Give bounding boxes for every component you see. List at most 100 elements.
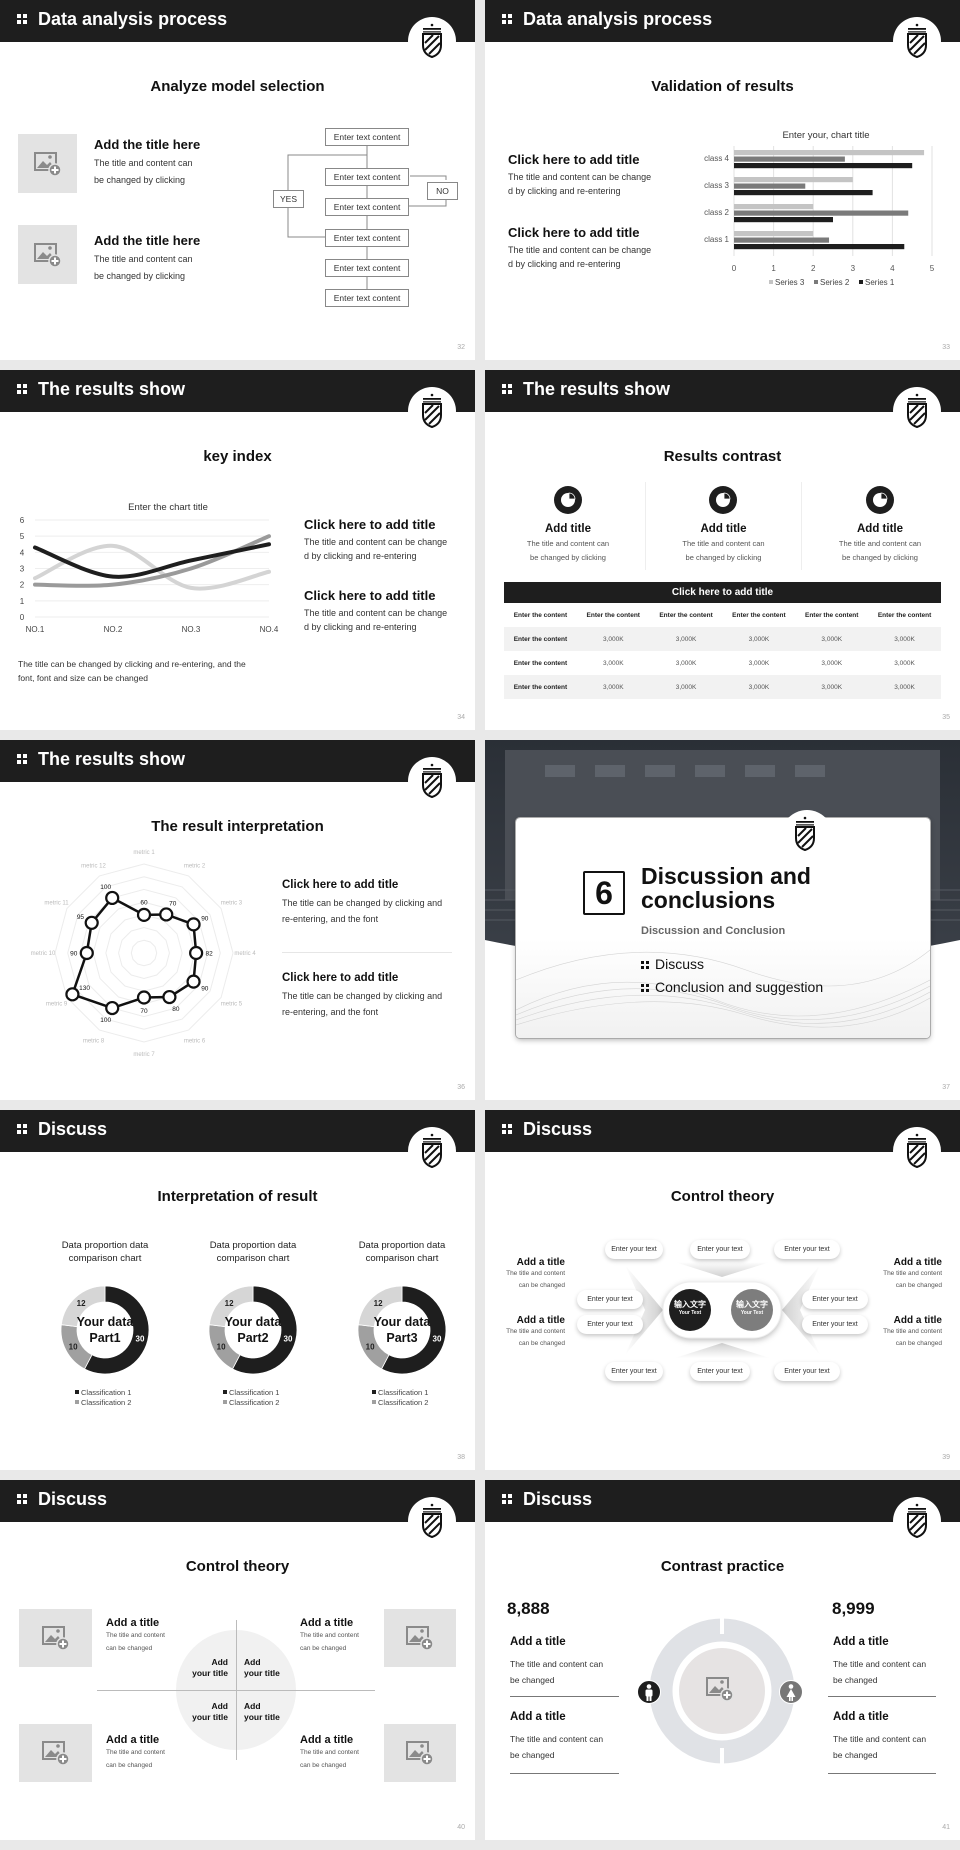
item-title[interactable]: Add a title <box>833 1711 889 1723</box>
table-cell[interactable]: Enter the content <box>513 659 568 667</box>
flow-no-label[interactable]: NO <box>427 182 458 200</box>
image-add-icon[interactable] <box>19 1724 92 1782</box>
table-cell[interactable]: 3,000K <box>748 635 770 643</box>
table-cell[interactable]: Enter the content <box>513 635 568 643</box>
image-add-icon[interactable] <box>18 134 77 193</box>
section-heading[interactable]: Discussion and conclusions <box>641 864 811 912</box>
image-add-icon[interactable] <box>18 225 77 284</box>
header-title: The results show <box>38 749 186 769</box>
flow-yes-label[interactable]: YES <box>273 190 304 208</box>
flow-step[interactable]: Enter text content <box>325 198 409 216</box>
slide-title[interactable]: Control theory <box>670 1188 775 1205</box>
item-title[interactable]: Click here to add title <box>304 588 436 603</box>
quadrant-label[interactable]: Add your title <box>244 1657 280 1678</box>
table-header-cell[interactable]: Enter the content <box>877 611 932 619</box>
item-title[interactable]: Add a title <box>300 1617 354 1629</box>
image-add-icon[interactable] <box>19 1609 92 1667</box>
text-pill[interactable]: Enter your text <box>802 1290 868 1309</box>
item-text: The title and content can be change <box>508 172 652 182</box>
center-label-gray[interactable]: 输入文字 Your Text <box>731 1300 773 1317</box>
image-add-icon[interactable] <box>384 1724 456 1782</box>
text-pill[interactable]: Enter your text <box>605 1240 663 1259</box>
item-text: d by clicking and re-entering <box>304 622 417 632</box>
col-title[interactable]: Add title <box>545 523 591 535</box>
radar-value-label: 100 <box>100 1017 111 1024</box>
item-title[interactable]: Click here to add title <box>508 152 640 167</box>
item-title[interactable]: Add a title <box>300 1734 354 1746</box>
item-title[interactable]: Add a title <box>510 1711 566 1723</box>
slide-title[interactable]: Contrast practice <box>660 1558 785 1575</box>
item-title[interactable]: Add the title here <box>94 137 201 152</box>
flow-step[interactable]: Enter text content <box>325 128 409 146</box>
side-title[interactable]: Add a title <box>893 1257 942 1268</box>
slide-title[interactable]: Results contrast <box>663 448 782 465</box>
item-title[interactable]: Add a title <box>510 1636 566 1648</box>
radar-axis-label: metric 6 <box>184 1038 206 1044</box>
text-pill[interactable]: Enter your text <box>605 1362 663 1381</box>
flow-step[interactable]: Enter text content <box>325 229 409 247</box>
item-title[interactable]: Click here to add title <box>282 972 399 984</box>
table-header-cell[interactable]: Enter the content <box>586 611 640 619</box>
image-add-icon[interactable] <box>384 1609 456 1667</box>
item-title[interactable]: Add a title <box>833 1636 889 1648</box>
text-pill[interactable]: Enter your text <box>577 1290 643 1309</box>
text-pill[interactable]: Enter your text <box>690 1362 750 1381</box>
table-cell[interactable]: 3,000K <box>894 683 915 691</box>
table-cell[interactable]: 3,000K <box>894 659 915 667</box>
table-header-cell[interactable]: Enter the content <box>732 611 786 619</box>
slide-title[interactable]: The result interpretation <box>151 818 324 835</box>
table-cell[interactable]: 3,000K <box>821 635 843 643</box>
table-cell[interactable]: 3,000K <box>894 635 915 643</box>
item-title[interactable]: Add a title <box>106 1734 160 1746</box>
table-cell[interactable]: 3,000K <box>748 683 770 691</box>
table-cell[interactable]: 3,000K <box>748 659 770 667</box>
slide-title[interactable]: Analyze model selection <box>150 78 325 95</box>
col-title[interactable]: Add title <box>700 523 747 535</box>
item-text: re-entering, and the font <box>282 1007 379 1017</box>
table-header-cell[interactable]: Enter the content <box>805 611 859 619</box>
item-title[interactable]: Add the title here <box>94 233 201 248</box>
quadrant-label[interactable]: Add your title <box>192 1657 228 1678</box>
section-bullet[interactable]: Discuss <box>641 956 704 972</box>
slide-title[interactable]: key index <box>203 448 272 465</box>
col-title[interactable]: Add title <box>857 523 903 535</box>
quadrant-label[interactable]: Add your title <box>192 1701 228 1722</box>
side-title[interactable]: Add a title <box>893 1315 942 1326</box>
text-pill[interactable]: Enter your text <box>774 1362 840 1381</box>
slide-title[interactable]: Interpretation of result <box>157 1188 318 1205</box>
table-cell[interactable]: 3,000K <box>675 635 697 643</box>
section-bullet[interactable]: Conclusion and suggestion <box>641 979 823 995</box>
table-header-cell[interactable]: Enter the content <box>513 611 568 619</box>
item-title[interactable]: Click here to add title <box>282 879 399 891</box>
flow-step[interactable]: Enter text content <box>325 259 409 277</box>
radar-axis-label: metric 7 <box>133 1052 155 1058</box>
center-label-dark[interactable]: 输入文字 Your Text <box>669 1300 711 1317</box>
table-header-cell[interactable]: Enter the content <box>659 611 713 619</box>
item-title[interactable]: Click here to add title <box>508 225 640 240</box>
slide-title[interactable]: Validation of results <box>651 78 794 95</box>
table-cell[interactable]: 3,000K <box>602 683 624 691</box>
slide-title[interactable]: Control theory <box>185 1558 290 1575</box>
item-title[interactable]: Add a title <box>106 1617 160 1629</box>
text-pill[interactable]: Enter your text <box>802 1315 868 1334</box>
flow-step[interactable]: Enter text content <box>325 289 409 307</box>
quadrant-label[interactable]: Add your title <box>244 1701 280 1722</box>
text-pill[interactable]: Enter your text <box>774 1240 840 1259</box>
table-cell[interactable]: 3,000K <box>675 659 697 667</box>
table-title[interactable]: Click here to add title <box>504 582 941 603</box>
flow-step[interactable]: Enter text content <box>325 168 409 186</box>
table-cell[interactable]: 3,000K <box>675 683 697 691</box>
side-title[interactable]: Add a title <box>516 1315 565 1326</box>
image-add-icon[interactable] <box>706 1676 738 1706</box>
table-cell[interactable]: 3,000K <box>602 635 624 643</box>
table-cell[interactable]: 3,000K <box>602 659 624 667</box>
table-cell[interactable]: 3,000K <box>821 683 843 691</box>
table-cell[interactable]: Enter the content <box>513 683 568 691</box>
side-title[interactable]: Add a title <box>516 1257 565 1268</box>
item-title[interactable]: Click here to add title <box>304 517 436 532</box>
text-pill[interactable]: Enter your text <box>577 1315 643 1334</box>
table-cell[interactable]: 3,000K <box>821 659 843 667</box>
radar-point <box>186 974 201 989</box>
text-pill[interactable]: Enter your text <box>690 1240 750 1259</box>
slide-39: Discuss Control theory 输入文字 Your Text 输入文… <box>485 1110 960 1470</box>
